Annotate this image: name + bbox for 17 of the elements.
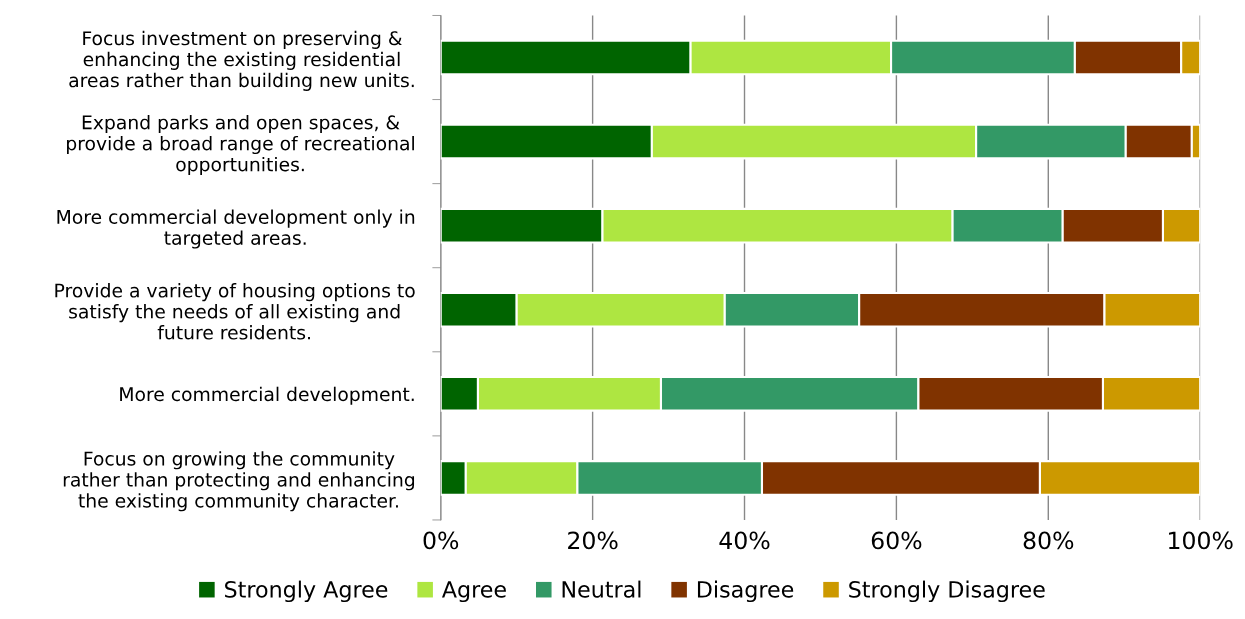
x-tick-label: 60% [871, 531, 922, 550]
x-tick-label: 40% [719, 531, 770, 550]
x-tick-label: 100% [1169, 531, 1233, 550]
x-tick-label: 20% [568, 531, 618, 550]
y-tick-label: Focus on growing the community rather than protecting and enhancing the existing community character. [63, 451, 415, 512]
y-tick-label: Expand parks and open spaces, & provide a broad range of recreational opportunities. [67, 114, 414, 176]
x-tick-label: 0% [423, 531, 459, 550]
y-tick-label: Provide a variety of housing options to satisfy the needs of all existing and future residents. [55, 283, 415, 340]
legend-label: Neutral [562, 580, 641, 598]
legend-label: Strongly Disagree [849, 580, 1045, 603]
legend-label: Strongly Agree [225, 580, 388, 603]
y-tick-label: Focus investment on preserving & enhancing the existing residential areas rather than building new units. [69, 30, 414, 91]
legend-label: Disagree [697, 580, 794, 603]
y-tick-label: More commercial development. [120, 386, 414, 405]
legend-label: Agree [441, 581, 506, 603]
x-tick-label: 80% [1023, 531, 1074, 550]
y-tick-label: More commercial development only in targeted areas. [57, 209, 415, 249]
